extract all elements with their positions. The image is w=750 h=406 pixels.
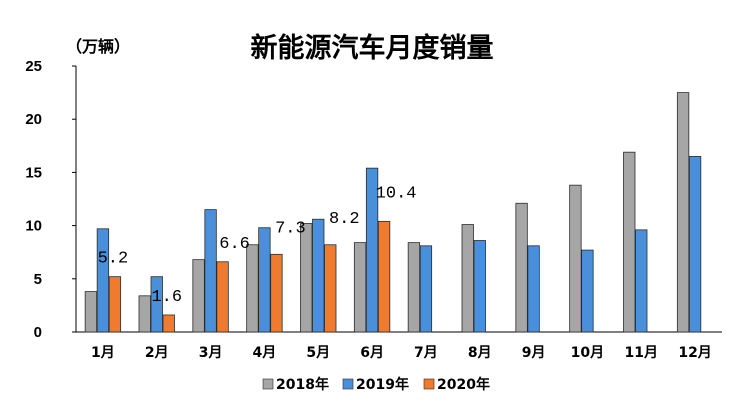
bar (84, 291, 98, 333)
bar (150, 276, 163, 333)
bar (581, 249, 594, 333)
bar (162, 314, 175, 333)
x-tick-label: 12月 (678, 345, 711, 361)
x-tick-label: 6月 (360, 345, 384, 361)
y-tick-label: 0 (34, 324, 42, 341)
axes (75, 66, 722, 333)
bar (635, 229, 648, 333)
y-tick-label: 20 (25, 111, 42, 128)
x-tick-label: 1月 (91, 345, 115, 361)
bar (312, 218, 325, 333)
bar (569, 184, 582, 333)
y-tick-label: 5 (34, 271, 42, 288)
bar (623, 151, 636, 333)
bar (270, 253, 283, 333)
data-label: 6.6 (219, 235, 250, 254)
bar (204, 209, 217, 333)
x-tick-label: 5月 (306, 345, 330, 361)
legend-swatch (262, 378, 274, 390)
bar (365, 167, 379, 333)
data-label: 1.6 (151, 288, 182, 307)
x-tick-label: 10月 (571, 345, 604, 361)
bar (258, 227, 271, 333)
legend: 2018年 2019年 2020年 (262, 376, 490, 393)
x-tick-label: 3月 (199, 345, 223, 361)
legend-label: 2019年 (356, 376, 409, 393)
data-labels: 5.2 1.6 6.6 7.3 8.2 10.4 (98, 184, 417, 307)
x-tick-label: 2月 (145, 345, 169, 361)
bar (527, 245, 540, 333)
x-tick-label: 8月 (468, 345, 492, 361)
bar (138, 295, 151, 333)
x-tick-label: 9月 (522, 345, 546, 361)
bar (407, 242, 421, 333)
y-tick-labels: 0 5 10 15 20 25 (25, 58, 76, 341)
bar (216, 261, 229, 333)
legend-swatch (423, 378, 435, 390)
bar (377, 220, 391, 333)
bar (300, 223, 313, 333)
bar (515, 202, 528, 333)
bar (192, 259, 205, 333)
data-label: 5.2 (98, 250, 129, 269)
chart-title: 新能源汽车月度销量 (251, 32, 494, 64)
x-tick-label: 11月 (625, 345, 658, 361)
bar (353, 242, 367, 333)
y-tick-label: 25 (25, 58, 42, 75)
legend-label: 2020年 (437, 376, 490, 393)
legend-label: 2018年 (276, 376, 329, 393)
y-tick-label: 10 (25, 218, 42, 235)
bar (461, 224, 474, 333)
x-tick-label: 7月 (414, 345, 438, 361)
bar (473, 240, 486, 333)
bar (246, 244, 259, 333)
bar (108, 276, 122, 333)
x-tick-label: 4月 (253, 345, 277, 361)
x-tick-labels: 1月 2月 3月 4月 5月 6月 7月 8月 9月 10月 11月 12月 (91, 345, 712, 361)
bars (84, 92, 702, 333)
y-axis-unit-label: （万辆） (66, 37, 130, 56)
bar (676, 92, 690, 333)
y-tick-label: 15 (25, 164, 42, 181)
data-label: 8.2 (329, 210, 360, 229)
bar (96, 228, 110, 333)
data-label: 10.4 (376, 184, 417, 203)
legend-swatch (342, 378, 354, 390)
bar (419, 245, 433, 333)
bar (324, 244, 337, 333)
bar (688, 156, 702, 333)
data-label: 7.3 (275, 219, 306, 238)
